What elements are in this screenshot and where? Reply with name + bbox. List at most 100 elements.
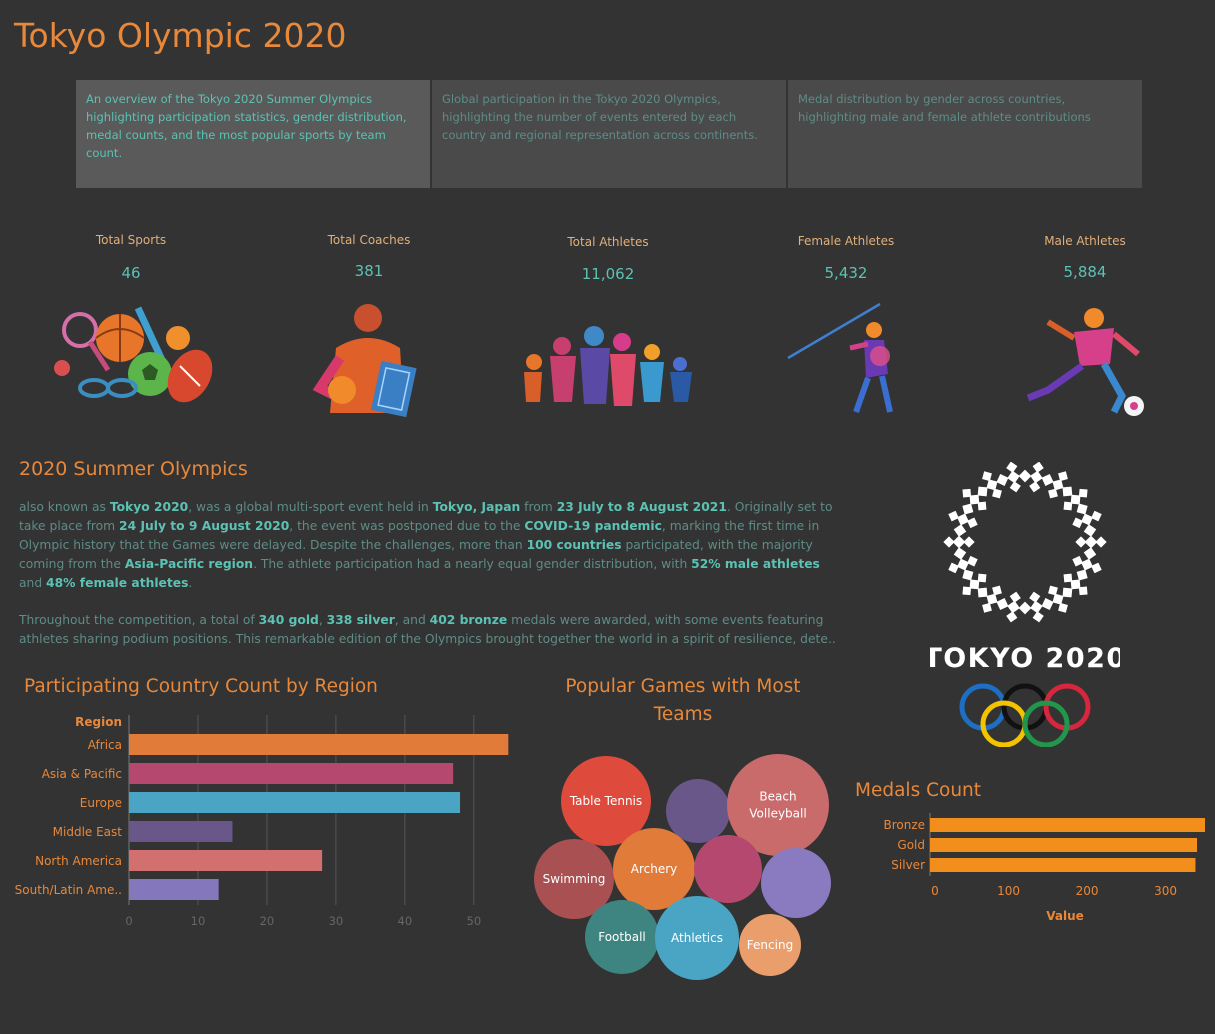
logo-check <box>1063 501 1073 511</box>
logo-check <box>948 510 959 522</box>
kpi-total-athletes-value: 11,062 <box>581 265 635 283</box>
medals-bar[interactable] <box>930 818 1205 832</box>
logo-check <box>1018 601 1032 615</box>
logo-check <box>996 598 1009 610</box>
kpi-female-athletes-label: Female Athletes <box>797 234 895 248</box>
region-category-label: Africa <box>88 738 122 752</box>
games-bubble[interactable] <box>655 896 739 980</box>
games-bubble-label: Volleyball <box>749 807 806 821</box>
kpi-male-athletes-label: Male Athletes <box>1044 234 1126 248</box>
tab-medals-gender-text: Medal distribution by gender across coun… <box>798 92 1091 124</box>
region-bar[interactable] <box>129 763 454 784</box>
region-category-label: Europe <box>80 796 122 810</box>
region-tick-label: 50 <box>467 914 482 928</box>
tab-medals-gender[interactable]: Medal distribution by gender across coun… <box>788 80 1142 188</box>
logo-check <box>1030 470 1043 484</box>
games-bubble[interactable] <box>666 779 730 843</box>
games-bubble[interactable] <box>727 754 829 856</box>
games-bubble-label: Athletics <box>671 931 723 945</box>
region-bar[interactable] <box>129 734 509 755</box>
logo-check <box>996 474 1009 486</box>
logo-check <box>967 517 978 529</box>
summary-text: , and <box>394 613 430 627</box>
logo-check <box>957 513 969 526</box>
games-bubble[interactable] <box>739 914 801 976</box>
logo-check <box>967 555 978 567</box>
kpi-total-coaches-label: Total Coaches <box>327 233 411 247</box>
region-bar[interactable] <box>129 821 233 842</box>
tab-participation-text: Global participation in the Tokyo 2020 O… <box>442 92 758 142</box>
logo-check <box>1048 488 1058 499</box>
region-category-label: South/Latin Ame.. <box>15 883 122 897</box>
logo-check <box>1058 602 1068 613</box>
games-bubble[interactable] <box>534 839 614 919</box>
summary-highlight: Asia-Pacific region <box>124 557 254 571</box>
logo-check <box>962 488 972 498</box>
games-bubble[interactable] <box>694 835 762 903</box>
summary-highlight: 52% male athletes <box>691 557 820 571</box>
summary-highlight: COVID-19 pandemic <box>524 519 662 533</box>
logo-check <box>1029 481 1041 493</box>
games-bubble-label: Football <box>598 930 646 944</box>
logo-check <box>1076 569 1088 581</box>
kpi-total-sports-label: Total Sports <box>95 233 167 247</box>
logo-check <box>1083 524 1097 537</box>
logo-check <box>1081 513 1093 526</box>
logo-check <box>982 602 992 613</box>
region-bar[interactable] <box>129 879 219 900</box>
summary-highlight: 48% female athletes <box>46 576 189 590</box>
logo-check <box>1091 510 1102 522</box>
kpi-total-coaches-value: 381 <box>354 262 384 280</box>
logo-check <box>1075 536 1087 548</box>
tab-overview[interactable]: An overview of the Tokyo 2020 Summer Oly… <box>76 80 430 188</box>
logo-check <box>957 558 969 571</box>
summary-text: participated, with the majority coming f… <box>19 538 813 571</box>
logo-check <box>977 587 988 598</box>
tab-overview-text: An overview of the Tokyo 2020 Summer Oly… <box>86 92 407 160</box>
logo-check <box>977 501 987 511</box>
logo-check <box>1030 600 1043 614</box>
logo-check <box>969 579 980 590</box>
summary-highlight: 23 July to 8 August 2021 <box>556 500 727 514</box>
summary-text: , <box>318 613 327 627</box>
summary-text: . Originally set to take place from <box>19 500 833 533</box>
games-bubble[interactable] <box>761 848 831 918</box>
page-title: Tokyo Olympic 2020 <box>14 16 347 55</box>
medals-xlabel: Value <box>1046 909 1084 923</box>
medals-bar[interactable] <box>930 858 1196 872</box>
logo-check <box>1032 611 1044 623</box>
summary-title: 2020 Summer Olympics <box>19 458 248 480</box>
region-axis-title: Region <box>75 715 122 729</box>
logo-check <box>1041 598 1054 610</box>
logo-check <box>962 503 974 515</box>
logo-check <box>1018 469 1032 483</box>
games-chart-title: Popular Games with Most Teams <box>565 676 801 725</box>
logo-check <box>1058 471 1068 482</box>
region-bar[interactable] <box>129 850 323 871</box>
logo-check <box>992 488 1002 499</box>
medals-tick-label: 100 <box>997 884 1020 898</box>
tab-participation[interactable]: Global participation in the Tokyo 2020 O… <box>432 80 786 188</box>
logo-check <box>977 573 987 583</box>
games-bubble[interactable] <box>561 756 651 846</box>
kpi-total-athletes-label: Total Athletes <box>567 235 649 249</box>
logo-check <box>953 547 967 560</box>
logo-check <box>992 585 1002 596</box>
medals-bar[interactable] <box>930 838 1198 852</box>
logo-check <box>1095 536 1107 548</box>
logo-check <box>1063 573 1073 583</box>
games-bubble[interactable] <box>585 900 659 974</box>
logo-check <box>1006 611 1018 623</box>
summary-highlight: Tokyo, Japan <box>432 500 521 514</box>
athletes-group-icon <box>524 326 692 406</box>
games-bubble-chart: Table Tennis Beach Volleyball Swimming Arche… <box>534 754 831 980</box>
summary-highlight: 340 gold <box>258 613 319 627</box>
games-bubble[interactable] <box>613 828 695 910</box>
medals-tick-label: 300 <box>1154 884 1177 898</box>
logo-check <box>1072 555 1083 567</box>
logo-check <box>1091 562 1102 574</box>
region-bar[interactable] <box>129 792 461 813</box>
medals-chart-title: Medals Count <box>855 780 982 801</box>
kpi-total-sports-value: 46 <box>121 264 141 282</box>
